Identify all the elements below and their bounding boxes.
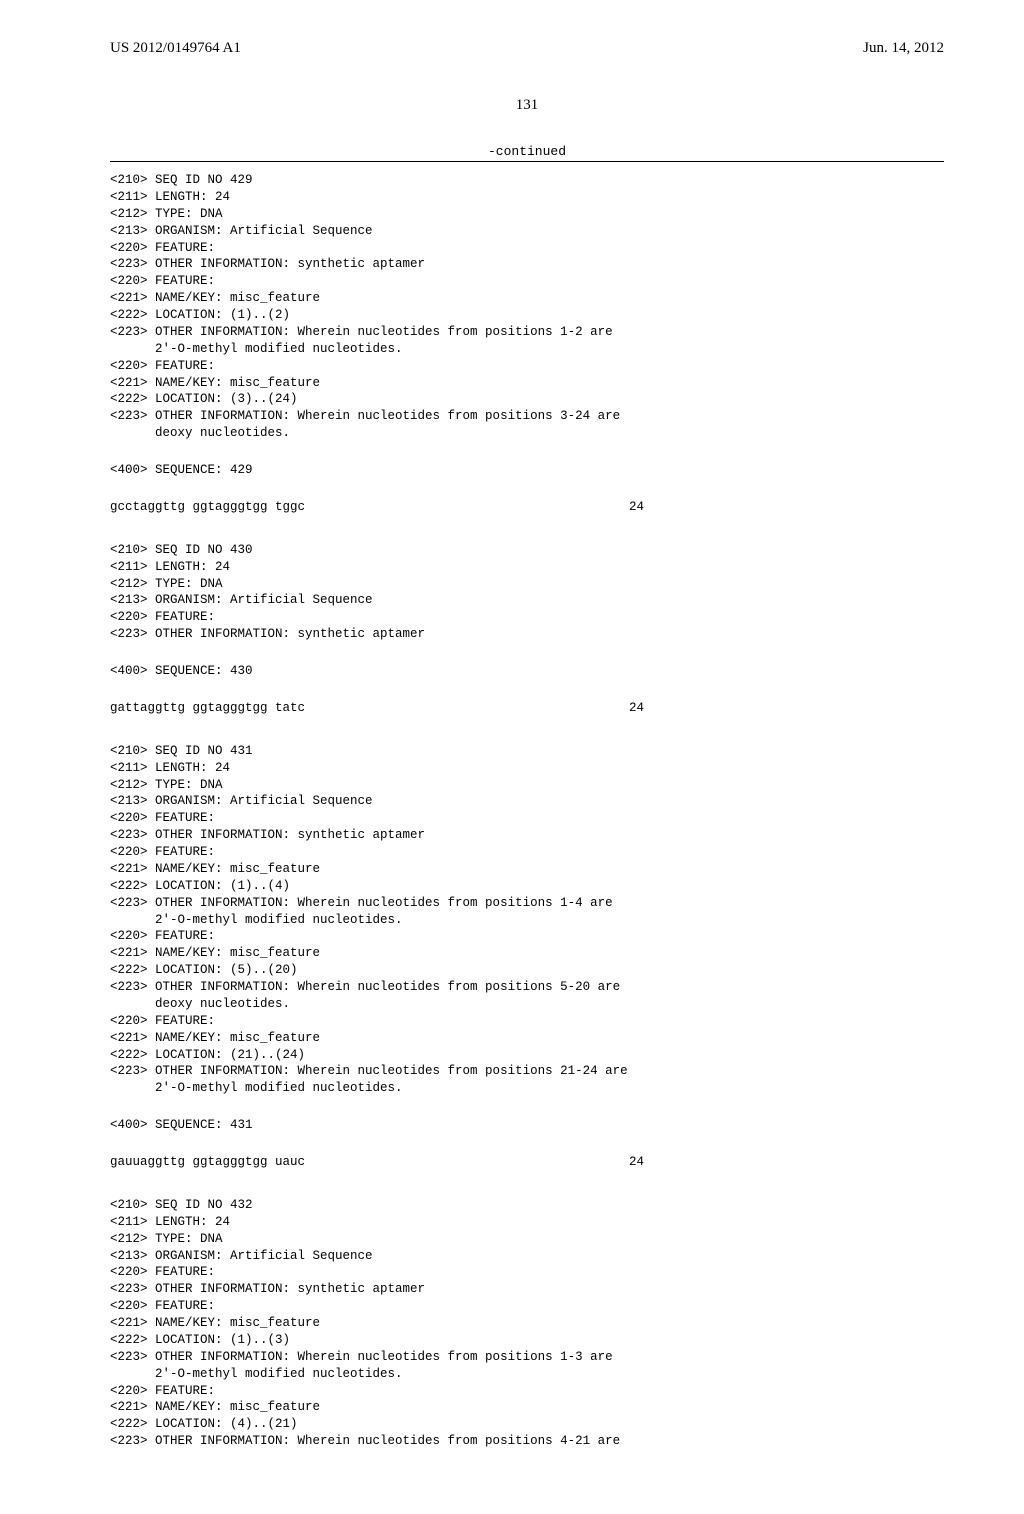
sequence-header: <400> SEQUENCE: 431 bbox=[110, 1117, 944, 1134]
page-header: US 2012/0149764 A1 Jun. 14, 2012 bbox=[110, 40, 944, 57]
sequence-row: gauuaggttg ggtagggtgg uauc 24 bbox=[110, 1154, 944, 1171]
sequence-annotation: <210> SEQ ID NO 429 <211> LENGTH: 24 <21… bbox=[110, 172, 944, 442]
sequence-length: 24 bbox=[629, 1154, 944, 1171]
sequence-row: gcctaggttg ggtagggtgg tggc 24 bbox=[110, 499, 944, 516]
sequence-text: gattaggttg ggtagggtgg tatc bbox=[110, 700, 305, 717]
continued-rule bbox=[110, 161, 944, 162]
page: US 2012/0149764 A1 Jun. 14, 2012 131 -co… bbox=[0, 0, 1024, 1514]
sequence-row: gattaggttg ggtagggtgg tatc 24 bbox=[110, 700, 944, 717]
sequence-length: 24 bbox=[629, 700, 944, 717]
sequence-header: <400> SEQUENCE: 429 bbox=[110, 462, 944, 479]
sequence-annotation: <210> SEQ ID NO 431 <211> LENGTH: 24 <21… bbox=[110, 743, 944, 1097]
sequence-header: <400> SEQUENCE: 430 bbox=[110, 663, 944, 680]
continued-label: -continued bbox=[110, 144, 944, 159]
spacer bbox=[110, 1171, 944, 1197]
spacer bbox=[110, 446, 944, 462]
header-publication-number: US 2012/0149764 A1 bbox=[110, 40, 241, 57]
spacer bbox=[110, 1101, 944, 1117]
spacer bbox=[110, 1138, 944, 1154]
spacer bbox=[110, 483, 944, 499]
sequence-text: gcctaggttg ggtagggtgg tggc bbox=[110, 499, 305, 516]
sequence-annotation: <210> SEQ ID NO 430 <211> LENGTH: 24 <21… bbox=[110, 542, 944, 643]
sequence-length: 24 bbox=[629, 499, 944, 516]
sequence-listing-body: <210> SEQ ID NO 429 <211> LENGTH: 24 <21… bbox=[110, 172, 944, 1450]
sequence-annotation: <210> SEQ ID NO 432 <211> LENGTH: 24 <21… bbox=[110, 1197, 944, 1450]
spacer bbox=[110, 684, 944, 700]
spacer bbox=[110, 516, 944, 542]
continued-header: -continued bbox=[110, 144, 944, 162]
sequence-text: gauuaggttg ggtagggtgg uauc bbox=[110, 1154, 305, 1171]
spacer bbox=[110, 647, 944, 663]
page-number: 131 bbox=[110, 97, 944, 114]
header-date: Jun. 14, 2012 bbox=[863, 40, 944, 57]
spacer bbox=[110, 717, 944, 743]
